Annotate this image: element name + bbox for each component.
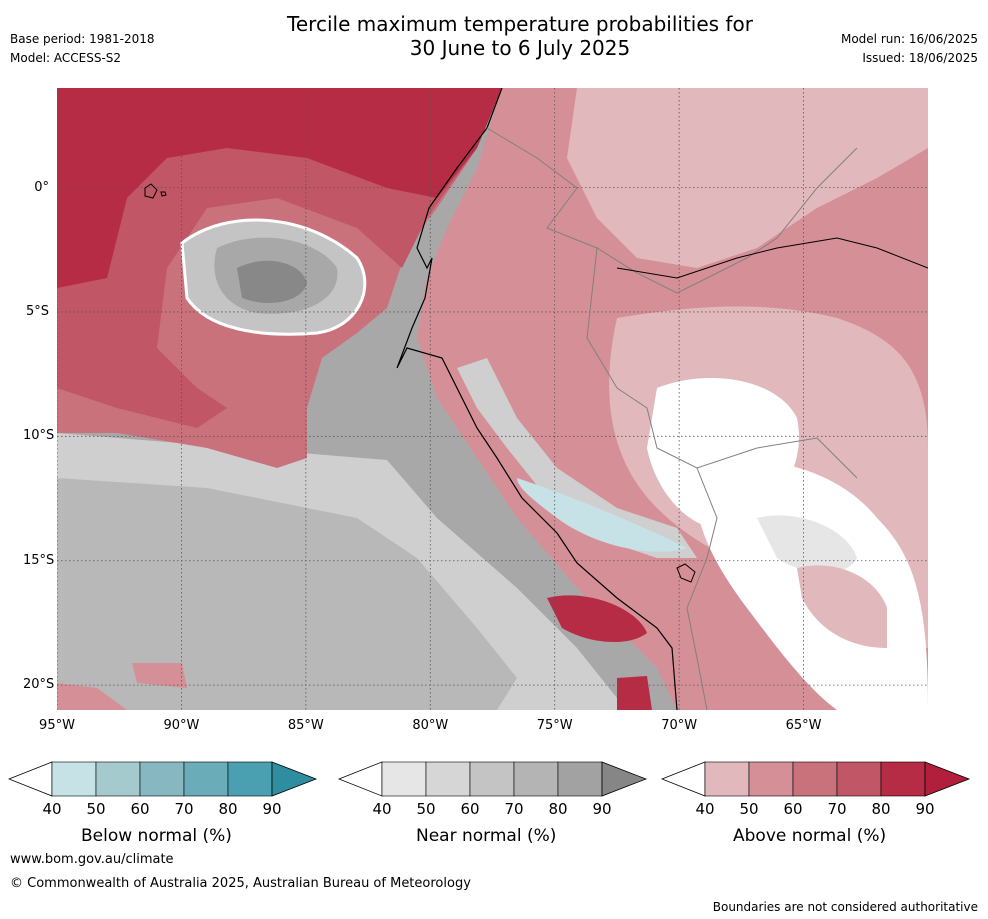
- colorbar-segment: [183, 761, 229, 797]
- colorbar-tick-label: 60: [783, 800, 803, 818]
- near-normal-50-region: [57, 433, 617, 710]
- base-period-text: Base period: 1981-2018: [10, 32, 155, 46]
- colorbar-tick-label: 50: [416, 800, 436, 818]
- below-normal-coastal-patch: [517, 478, 687, 552]
- copyright-text: © Commonwealth of Australia 2025, Austra…: [10, 876, 471, 891]
- colorbar-tick-label: 40: [42, 800, 62, 818]
- near-normal-blob-core: [237, 260, 307, 303]
- colorbar-above-normal-label: Above normal (%): [733, 826, 887, 846]
- lat-tick-label: 20°S: [23, 677, 55, 693]
- above-normal-80-coastal: [547, 595, 647, 643]
- lake-titicaca: [676, 563, 696, 583]
- lon-tick-label: 65°W: [785, 718, 822, 733]
- country-border-south: [686, 467, 718, 710]
- colorbar-segment: [880, 761, 926, 797]
- colorbar-extend-high: [601, 761, 648, 797]
- above-normal-sw-patch: [132, 663, 187, 688]
- lat-tick-label: 0°: [34, 179, 49, 195]
- colorbar-tick-label: 80: [548, 800, 568, 818]
- lon-tick-label: 70°W: [661, 718, 698, 733]
- colorbar-extend-low: [338, 761, 383, 797]
- model-text: Model: ACCESS-S2: [10, 51, 122, 65]
- colorbar-above-normal: [661, 761, 971, 797]
- near-normal-60-region: [57, 433, 557, 710]
- lon-tick-label: 90°W: [163, 718, 200, 733]
- above-normal-80-south: [617, 676, 652, 710]
- probability-map: [57, 88, 928, 710]
- map-title-line1: Tercile maximum temperature probabilitie…: [287, 12, 753, 36]
- colorbar-below-normal-label: Below normal (%): [81, 826, 232, 846]
- boundaries-disclaimer: Boundaries are not considered authoritat…: [712, 900, 978, 914]
- colorbar-segment: [748, 761, 794, 797]
- colorbar-tick-label: 70: [504, 800, 524, 818]
- colorbar-segment: [792, 761, 838, 797]
- colorbar-tick-label: 50: [739, 800, 759, 818]
- bom-website-link[interactable]: www.bom.gov.au/climate: [10, 852, 174, 867]
- lat-tick-label: 15°S: [23, 552, 55, 568]
- near-normal-land-patch: [757, 515, 857, 573]
- colorbar-tick-label: 50: [86, 800, 106, 818]
- lon-tick-label: 80°W: [412, 718, 449, 733]
- colorbar-extend-low: [8, 761, 53, 797]
- colorbar-segment: [425, 761, 471, 797]
- colorbar-segment: [704, 761, 750, 797]
- colorbar-tick-label: 90: [915, 800, 935, 818]
- colorbar-tick-label: 70: [827, 800, 847, 818]
- colorbar-tick-label: 90: [592, 800, 612, 818]
- lon-tick-label: 95°W: [39, 718, 75, 733]
- above-normal-40-north: [567, 88, 928, 268]
- colorbar-segment: [469, 761, 515, 797]
- country-border-north: [486, 127, 858, 294]
- map-title: Tercile maximum temperature probabilitie…: [220, 12, 820, 60]
- model-run-text: Model run: 16/06/2025: [840, 32, 978, 46]
- colorbar-tick-label: 80: [871, 800, 891, 818]
- colorbar-tick-label: 70: [174, 800, 194, 818]
- colorbar-segment: [139, 761, 185, 797]
- colorbar-segment: [51, 761, 97, 797]
- colorbar-segment: [227, 761, 273, 797]
- above-normal-land-south: [797, 565, 887, 648]
- colorbar-extend-high: [271, 761, 318, 797]
- colorbar-segment: [513, 761, 559, 797]
- colorbar-extend-low: [661, 761, 706, 797]
- issued-text: Issued: 18/06/2025: [862, 51, 978, 65]
- river-line: [616, 237, 928, 279]
- colorbar-tick-label: 80: [218, 800, 238, 818]
- lat-tick-label: 10°S: [23, 428, 55, 444]
- colorbar-extend-high: [924, 761, 971, 797]
- colorbar-near-normal-label: Near normal (%): [416, 826, 557, 846]
- coastline: [396, 88, 678, 710]
- colorbar-segment: [836, 761, 882, 797]
- colorbar-tick-label: 60: [130, 800, 150, 818]
- map-title-line2: 30 June to 6 July 2025: [409, 36, 631, 60]
- colorbar-near-normal: [338, 761, 648, 797]
- colorbar-tick-label: 40: [695, 800, 715, 818]
- country-border-central: [586, 247, 858, 479]
- above-normal-sw-region: [57, 683, 127, 710]
- colorbar-segment: [557, 761, 603, 797]
- colorbar-segment: [381, 761, 427, 797]
- colorbar-tick-label: 40: [372, 800, 392, 818]
- lat-tick-label: 5°S: [25, 303, 49, 319]
- galapagos-islands: [144, 183, 167, 199]
- colorbar-tick-label: 60: [460, 800, 480, 818]
- lon-tick-label: 85°W: [287, 718, 324, 733]
- colorbar-segment: [95, 761, 141, 797]
- lon-tick-label: 75°W: [536, 718, 573, 733]
- above-normal-80-region: [57, 88, 502, 288]
- colorbar-below-normal: [8, 761, 318, 797]
- colorbar-tick-label: 90: [262, 800, 282, 818]
- grid-layer: [57, 88, 928, 710]
